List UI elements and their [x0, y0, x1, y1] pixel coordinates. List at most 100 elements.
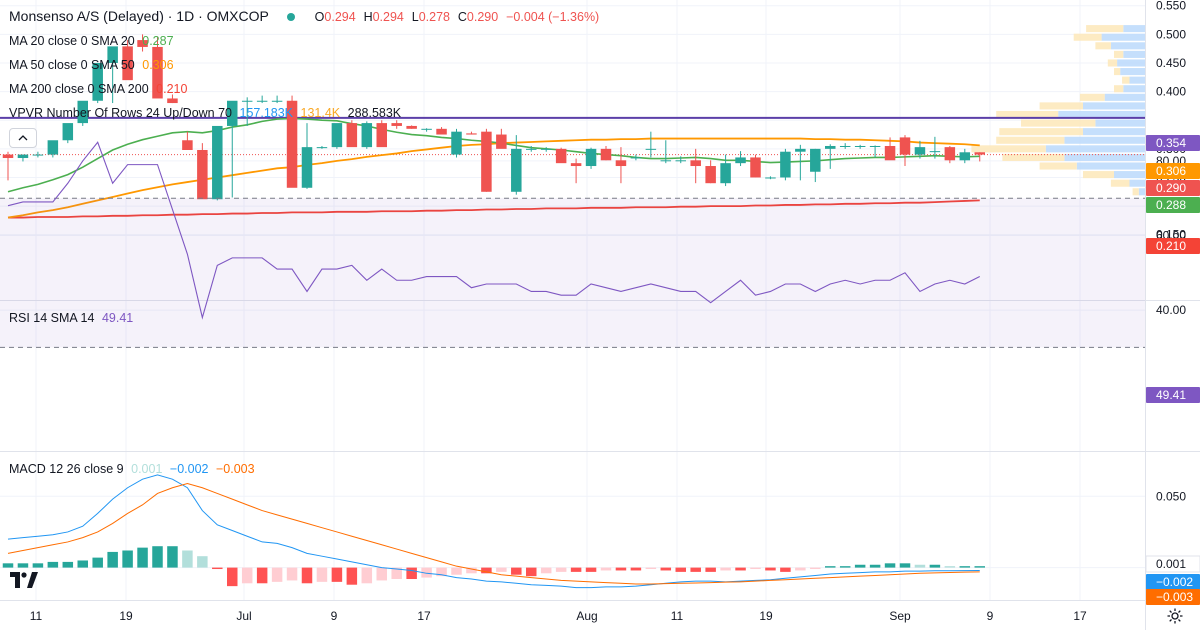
ma50-value: 0.306: [142, 58, 174, 72]
ma50-line: [7, 137, 980, 219]
macd-legend[interactable]: MACD 12 26 close 9 0.001 −0.002 −0.003: [9, 461, 259, 477]
time-tick-label: 9: [987, 609, 994, 623]
vp-down-volume: [996, 110, 1059, 119]
macd-histogram-bar: [167, 546, 178, 568]
candle-body: [77, 100, 88, 124]
macd-tick-label: 0.050: [1156, 489, 1186, 503]
settings-gear-icon[interactable]: [1166, 607, 1184, 625]
open-value: 0.294: [324, 10, 356, 24]
close-label: C: [457, 10, 467, 24]
candle-body: [825, 145, 836, 149]
time-tick-label: 9: [331, 609, 338, 623]
time-tick-label: 19: [119, 609, 133, 623]
vp-up-volume: [1117, 59, 1145, 67]
rsi-label: RSI 14 SMA 14: [9, 311, 95, 325]
candle-body: [406, 125, 417, 129]
vp-down-volume: [1039, 162, 1077, 170]
vp-up-volume: [1058, 110, 1145, 119]
time-tick-label: 19: [759, 609, 773, 623]
price-tag: 0.354: [1156, 136, 1186, 150]
candle-body: [316, 147, 328, 149]
vp-down-volume: [1079, 93, 1105, 101]
vpvr-up: 157.183K: [239, 106, 294, 120]
candle-body: [675, 160, 686, 162]
high-value: 0.294: [372, 10, 404, 24]
time-tick-label: Jul: [236, 609, 251, 623]
candle-body: [32, 154, 44, 156]
macd-histogram-bar: [600, 567, 612, 571]
candle-body: [122, 46, 133, 81]
macd-histogram-bar: [436, 567, 447, 577]
vp-down-volume: [1114, 50, 1124, 58]
candle-body: [780, 151, 791, 178]
macd-signal-tag-bg: [1146, 589, 1200, 605]
macd-histogram-bar: [376, 567, 387, 581]
candle-body: [466, 133, 477, 135]
candle-body: [929, 151, 941, 153]
vp-down-volume: [1114, 85, 1124, 93]
macd-histogram-bar: [615, 567, 627, 571]
vp-down-volume: [1002, 153, 1065, 161]
ma20-legend[interactable]: MA 20 close 0 SMA 20 0.287: [9, 33, 178, 49]
candle-body: [2, 154, 14, 159]
macd-histogram-bar: [750, 567, 761, 570]
candle-body: [241, 100, 253, 102]
vpvr-legend[interactable]: VPVR Number Of Rows 24 Up/Down 70 157.18…: [9, 105, 405, 121]
ma50-label: MA 50 close 0 SMA 50: [9, 58, 135, 72]
candle-body: [511, 148, 522, 192]
price-tag-bg: [1146, 180, 1200, 196]
vp-down-volume: [971, 145, 1046, 153]
ma50-legend[interactable]: MA 50 close 0 SMA 50 0.306: [9, 57, 178, 73]
vp-up-volume: [1129, 179, 1145, 187]
vp-down-volume: [999, 128, 1083, 136]
macd-signal-value: −0.003: [215, 462, 255, 476]
vp-up-volume: [1123, 25, 1145, 33]
rsi-legend[interactable]: RSI 14 SMA 14 49.41: [9, 310, 137, 326]
macd-line-tag-bg: [1146, 574, 1200, 590]
macd-histogram-bar: [182, 550, 193, 568]
vp-up-volume: [1129, 76, 1145, 84]
candle-body: [137, 40, 148, 47]
symbol-header: Monsenso A/S (Delayed) · 1D · OMXCOP O0.…: [9, 8, 603, 25]
macd-histogram-bar: [197, 556, 208, 568]
candle-body: [152, 46, 163, 99]
vp-up-volume: [1114, 171, 1145, 179]
candle-body: [705, 166, 716, 184]
time-tick-label: 17: [417, 609, 431, 623]
candle-body: [62, 123, 74, 141]
macd-histogram-bar: [944, 566, 956, 568]
collapse-legend-button[interactable]: [9, 128, 37, 148]
price-tick-label: 0.550: [1156, 0, 1186, 13]
price-axis[interactable]: 0.5500.5000.4500.4000.3000.2500.15080.00…: [1145, 0, 1200, 605]
vp-down-volume: [1021, 119, 1096, 127]
macd-histogram-bar: [780, 567, 791, 572]
vp-up-volume: [1123, 85, 1145, 93]
macd-histogram-bar: [720, 567, 731, 571]
vp-down-volume: [1083, 171, 1114, 179]
macd-histogram-bar: [271, 567, 283, 582]
macd-pane[interactable]: [2, 474, 985, 589]
vp-up-volume: [1083, 128, 1145, 136]
candle-body: [182, 140, 193, 150]
vp-down-volume: [1110, 179, 1130, 187]
candle-body: [331, 123, 343, 148]
ma200-legend[interactable]: MA 200 close 0 SMA 200 0.210: [9, 81, 191, 97]
candle-body: [47, 140, 59, 155]
macd-histogram-bar: [331, 567, 343, 582]
time-axis[interactable]: 11 19 Jul 9 17 Aug 11 19 Sep 9 17: [30, 609, 1087, 623]
ma200-value: 0.210: [156, 82, 188, 96]
macd-hist-tag-border: [1145, 555, 1200, 573]
macd-histogram-bar: [2, 563, 14, 568]
rsi-pane[interactable]: [0, 141, 1145, 348]
price-tick-label: 0.400: [1156, 85, 1186, 99]
macd-histogram-bar: [152, 546, 163, 568]
vp-up-volume: [1064, 136, 1145, 144]
candle-body: [167, 98, 178, 104]
candle-body: [869, 145, 881, 147]
symbol-title[interactable]: Monsenso A/S (Delayed) · 1D · OMXCOP: [9, 8, 269, 24]
tradingview-logo-icon[interactable]: [8, 568, 40, 592]
vpvr-down: 131.4K: [300, 106, 341, 120]
candle-body: [451, 131, 462, 155]
price-pane[interactable]: [0, 34, 1145, 219]
